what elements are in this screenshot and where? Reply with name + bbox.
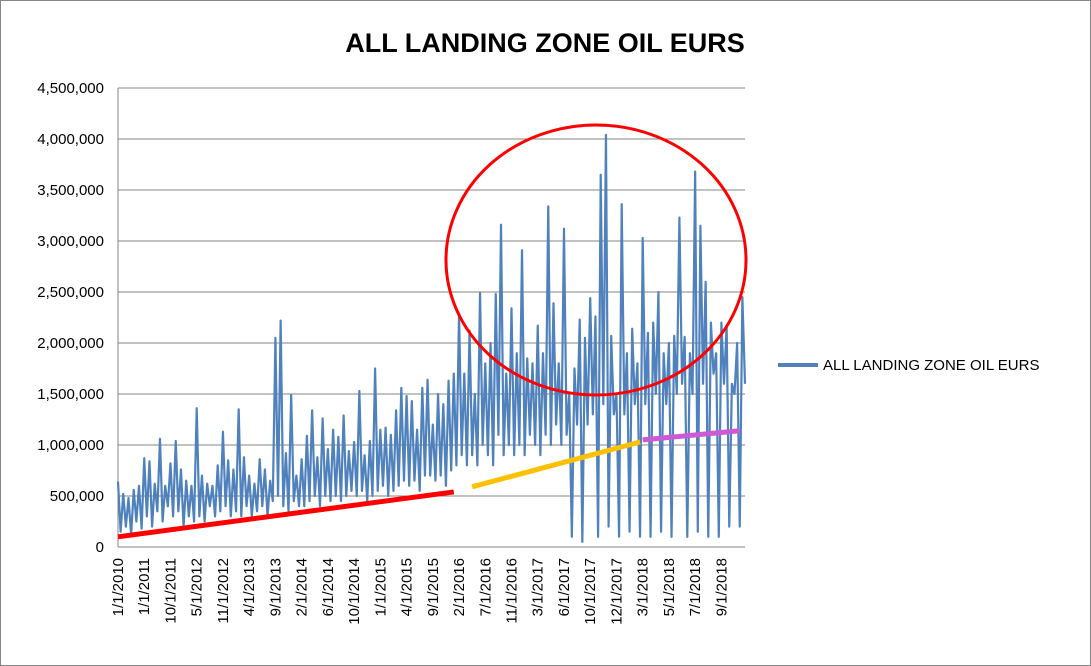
y-tick-label: 2,000,000 (37, 335, 104, 352)
x-tick-label: 1/1/2010 (110, 558, 127, 616)
chart-title: ALL LANDING ZONE OIL EURS (345, 28, 745, 58)
x-tick-label: 4/1/2015 (399, 558, 416, 616)
x-tick-label: 6/1/2014 (320, 558, 337, 616)
x-tick-label: 2/1/2014 (294, 558, 311, 616)
x-tick-label: 10/1/2017 (582, 558, 599, 625)
x-tick-label: 3/1/2017 (530, 558, 547, 616)
x-tick-label: 10/1/2011 (162, 558, 179, 624)
y-tick-label: 4,000,000 (37, 131, 104, 148)
y-tick-label: 4,500,000 (37, 80, 104, 97)
x-tick-label: 5/1/2012 (189, 558, 206, 616)
x-tick-label: 4/1/2013 (241, 558, 258, 616)
x-tick-label: 10/1/2014 (346, 558, 363, 625)
trend-line (471, 439, 641, 490)
x-tick-label: 3/1/2018 (635, 558, 652, 616)
x-tick-label: 9/1/2015 (425, 558, 442, 616)
legend-label: ALL LANDING ZONE OIL EURS (823, 357, 1039, 374)
y-tick-label: 500,000 (50, 488, 104, 505)
y-tick-label: 2,500,000 (37, 284, 104, 301)
y-tick-label: 1,000,000 (37, 437, 104, 454)
plot-area: 0 500,000 1,000,000 1,500,000 2,000,000 2,500… (37, 80, 747, 625)
x-tick-label: 9/1/2018 (713, 558, 730, 616)
x-tick-label: 7/1/2016 (477, 558, 494, 616)
y-tick-label: 3,500,000 (37, 182, 104, 199)
trend-line (642, 428, 740, 443)
trend-line (117, 489, 455, 540)
x-tick-label: 12/1/2017 (608, 558, 625, 625)
x-tick-label: 2/1/2016 (451, 558, 468, 616)
highlight-circle (444, 123, 748, 397)
x-tick-label: 1/1/2011 (136, 558, 153, 615)
y-tick-label: 1,500,000 (37, 386, 104, 403)
x-tick-label: 11/1/2016 (504, 558, 521, 624)
data-line (116, 133, 747, 543)
x-tick-label: 7/1/2018 (687, 558, 704, 616)
x-tick-label: 1/1/2015 (372, 558, 389, 616)
y-tick-label: 3,000,000 (37, 233, 104, 250)
x-tick-label: 5/1/2018 (661, 558, 678, 616)
x-tick-label: 6/1/2017 (556, 558, 573, 616)
y-tick-label: 0 (96, 539, 104, 556)
x-tick-label: 11/1/2012 (215, 558, 232, 624)
x-tick-label: 9/1/2013 (267, 558, 284, 616)
